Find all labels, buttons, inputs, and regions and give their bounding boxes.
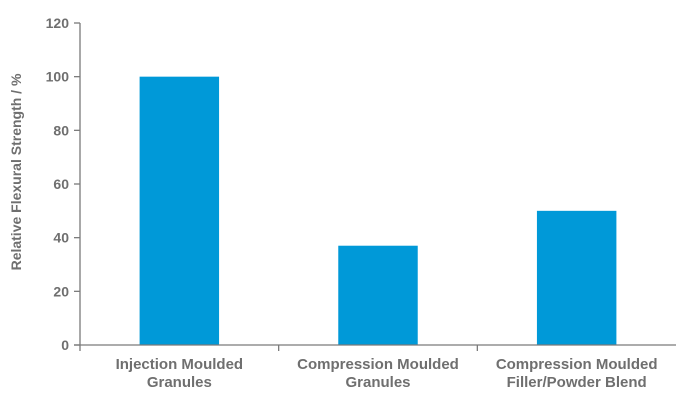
x-category-label-line: Granules (147, 374, 212, 391)
y-tick-label: 40 (53, 230, 69, 246)
y-tick-label: 20 (53, 283, 69, 299)
y-axis-ticks: 0 20 40 60 80 100 120 (46, 15, 80, 353)
y-tick-label: 0 (61, 337, 69, 353)
x-category-label-line: Injection Moulded (116, 356, 244, 373)
bar (338, 245, 418, 345)
x-category-label-line: Granules (345, 374, 410, 391)
bar (536, 210, 617, 345)
y-tick-label: 100 (46, 69, 70, 85)
x-category-label: Compression Moulded Granules (297, 356, 459, 391)
bars (139, 76, 617, 346)
x-category-label-line: Compression Moulded (496, 356, 658, 373)
x-category-label-line: Compression Moulded (297, 356, 459, 373)
x-category-label-line: Filler/Powder Blend (507, 374, 647, 391)
y-tick-label: 80 (53, 122, 69, 138)
x-category-label: Compression Moulded Filler/Powder Blend (496, 356, 658, 391)
y-axis-title: Relative Flexural Strength / % (8, 73, 24, 270)
x-category-label: Injection Moulded Granules (116, 356, 244, 391)
bar (139, 76, 220, 346)
axes (74, 23, 676, 351)
y-tick-label: 120 (46, 15, 70, 31)
y-tick-label: 60 (53, 176, 69, 192)
